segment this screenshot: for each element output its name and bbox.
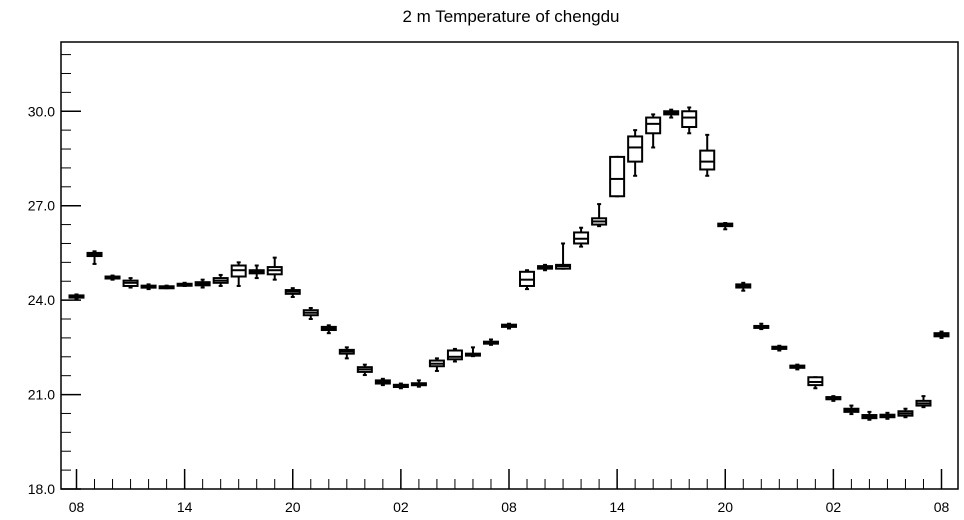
box-item [555, 242, 572, 270]
box-item [86, 250, 103, 265]
y-tick-label: 21.0 [28, 387, 55, 403]
box-item [284, 287, 301, 298]
x-tick-label: 08 [501, 499, 517, 515]
box-item [392, 382, 409, 390]
box-item [158, 284, 175, 290]
x-tick-label: 14 [177, 499, 193, 515]
box-iqr [627, 135, 644, 163]
box-item [212, 273, 229, 287]
box-item [609, 155, 626, 198]
box-item [374, 377, 391, 387]
box-item [537, 263, 554, 272]
box-item [194, 278, 211, 289]
plot-frame [60, 41, 959, 490]
boxes-group [68, 106, 950, 421]
box-item [825, 395, 842, 402]
y-tick-label: 30.0 [28, 103, 55, 119]
box-item [897, 407, 914, 419]
x-tick-label: 20 [285, 499, 301, 515]
box-item [230, 261, 247, 287]
box-iqr [446, 349, 463, 361]
box-item [861, 410, 878, 421]
box-item [627, 129, 644, 177]
box-item [519, 269, 536, 291]
box-item [104, 274, 121, 281]
box-iqr [609, 155, 626, 198]
y-axis: 18.0 21.0 24.0 27.0 30.0 [28, 54, 81, 497]
y-tick-label: 18.0 [28, 481, 55, 497]
box-item [573, 226, 590, 248]
box-item [717, 222, 734, 231]
box-item [338, 346, 355, 360]
box-iqr [681, 110, 698, 128]
x-tick-label: 14 [609, 499, 625, 515]
box-iqr [699, 149, 716, 171]
box-item [789, 363, 806, 371]
box-item [320, 324, 337, 335]
box-item [501, 322, 517, 330]
chart-title: 2 m Temperature of chengdu [402, 7, 619, 26]
box-item [302, 306, 319, 321]
box-iqr [645, 116, 662, 135]
box-item [915, 395, 932, 409]
box-item [663, 108, 680, 119]
x-tick-label: 08 [69, 499, 85, 515]
box-item [482, 338, 499, 346]
box-item [645, 113, 662, 149]
x-tick-label: 02 [393, 499, 409, 515]
x-tick-label: 20 [717, 499, 733, 515]
box-item [753, 322, 770, 331]
box-item [699, 133, 716, 177]
y-tick-label: 24.0 [28, 292, 55, 308]
box-item [807, 376, 824, 390]
box-item [428, 357, 445, 372]
box-item [68, 293, 85, 300]
box-item [446, 347, 463, 363]
box-item [771, 344, 788, 352]
box-item [266, 256, 283, 281]
x-tick-label: 08 [934, 499, 950, 515]
box-item [410, 379, 427, 388]
box-item [122, 277, 139, 289]
box-item [879, 411, 896, 420]
box-item [464, 346, 481, 358]
y-tick-label: 27.0 [28, 198, 55, 214]
box-item [248, 264, 265, 280]
box-item [356, 363, 373, 377]
box-item [176, 281, 193, 287]
box-item [843, 404, 860, 416]
x-tick-label: 02 [826, 499, 842, 515]
x-axis: 08 14 20 02 08 14 20 02 08 [69, 469, 950, 515]
box-item [591, 203, 608, 228]
box-item [735, 281, 752, 292]
box-item [140, 283, 157, 291]
box-item [933, 330, 950, 339]
box-item [681, 106, 698, 135]
